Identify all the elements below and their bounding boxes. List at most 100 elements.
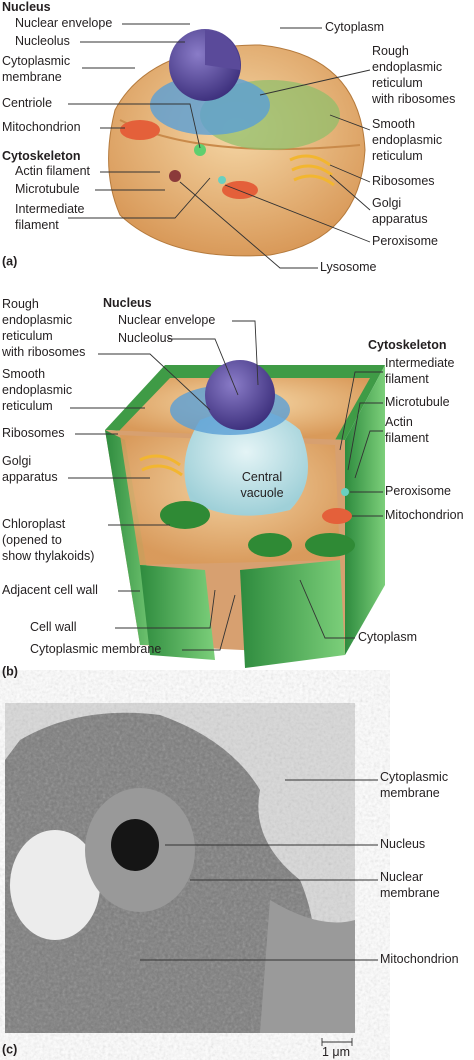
label-line: reticulum [2,329,53,343]
label: Centriole [2,96,52,110]
label: Intermediate filament [385,356,455,386]
label-line: Nucleus [2,0,51,14]
label-line: Mitochondrion [380,952,459,966]
animal-cell [108,29,366,257]
label: Cell wall [30,620,77,634]
label-line: endoplasmic [2,313,72,327]
label: Cytoplasmic membrane [2,54,70,84]
label: Peroxisome [385,484,451,498]
label: Intermediate filament [15,202,85,232]
label-line: vacuole [240,486,283,500]
label: Actin filament [15,164,91,178]
label-line: Cytoskeleton [2,149,81,163]
label-line: Cytoplasmic membrane [30,642,161,656]
label-line: Intermediate [15,202,85,216]
label: Smooth endoplasmic reticulum [2,367,72,413]
label: Rough endoplasmic reticulum with ribosomes [1,297,85,359]
label-line: (opened to [2,533,62,547]
label-line: Lysosome [320,260,377,274]
label: Nucleolus [118,331,173,345]
label-line: Cytoplasmic [2,54,70,68]
label-line: Nuclear [380,870,423,884]
label-line: Cytoskeleton [368,338,447,352]
label-line: Ribosomes [372,174,435,188]
label: Chloroplast (opened to show thylakoids) [2,517,94,563]
label-line: Mitochondrion [385,508,464,522]
label-line: Intermediate [385,356,455,370]
label-line: Cytoplasmic [380,770,448,784]
label-line: reticulum [372,76,423,90]
label: Nucleolus [15,34,70,48]
label-line: Microtubule [385,395,450,409]
label: Cytoskeleton [368,338,447,352]
label-line: membrane [380,886,440,900]
label: Nuclear envelope [118,313,215,327]
label-line: filament [385,372,429,386]
label-line: Microtubule [15,182,80,196]
panel-tag: (b) [2,664,18,678]
label: Cytoplasmic membrane [380,770,448,800]
label-line: with ribosomes [1,345,85,359]
label: Nuclear envelope [15,16,112,30]
panel-tag: (a) [2,254,17,268]
label: Central vacuole [240,470,283,500]
label-line: membrane [380,786,440,800]
label-line: Nucleolus [118,331,173,345]
label-line: Cytoplasm [325,20,384,34]
label-line: apparatus [372,212,428,226]
label-line: show thylakoids) [2,549,94,563]
label-line: Adjacent cell wall [2,583,98,597]
label-line: Nucleus [103,296,152,310]
label: Mitochondrion [380,952,459,966]
label-line: reticulum [2,399,53,413]
label-line: endoplasmic [372,133,442,147]
label: Smooth endoplasmic reticulum [372,117,442,163]
label: Cytoskeleton [2,149,81,163]
label: Ribosomes [372,174,435,188]
label-line: Centriole [2,96,52,110]
label-line: with ribosomes [371,92,455,106]
label-line: filament [15,218,59,232]
label: Golgi apparatus [2,454,58,484]
label-line: Nuclear envelope [118,313,215,327]
label-line: endoplasmic [2,383,72,397]
label-line: Golgi [2,454,31,468]
label: Mitochondrion [2,120,81,134]
label-line: apparatus [2,470,58,484]
label: Microtubule [15,182,80,196]
label-line: Rough [2,297,39,311]
label: Cytoplasm [325,20,384,34]
label-line: Actin [385,415,413,429]
label-line: reticulum [372,149,423,163]
label: Nucleus [380,837,425,851]
label-line: Actin filament [15,164,91,178]
label: Mitochondrion [385,508,464,522]
label-line: Ribosomes [2,426,65,440]
label-line: Chloroplast [2,517,66,531]
leader-lines [140,779,378,1046]
label: Microtubule [385,395,450,409]
label: Actin filament [385,415,429,445]
label: Cytoplasmic membrane [30,642,161,656]
label: Adjacent cell wall [2,583,98,597]
micrograph [5,703,355,1033]
label-line: Peroxisome [385,484,451,498]
label: Golgi apparatus [372,196,428,226]
label-line: Peroxisome [372,234,438,248]
label-line: Nuclear envelope [15,16,112,30]
label-line: Cytoplasm [358,630,417,644]
leader-lines [68,23,371,269]
label: Nucleus [2,0,51,14]
label-line: Nucleus [380,837,425,851]
label-line: membrane [2,70,62,84]
label-line: Central [242,470,282,484]
label-line: Golgi [372,196,401,210]
label: Ribosomes [2,426,65,440]
label: Nucleus [103,296,152,310]
label-line: endoplasmic [372,60,442,74]
panel-tag: (c) [2,1042,17,1056]
leader-lines [68,320,383,651]
label-line: Nucleolus [15,34,70,48]
label: Nuclear membrane [380,870,440,900]
